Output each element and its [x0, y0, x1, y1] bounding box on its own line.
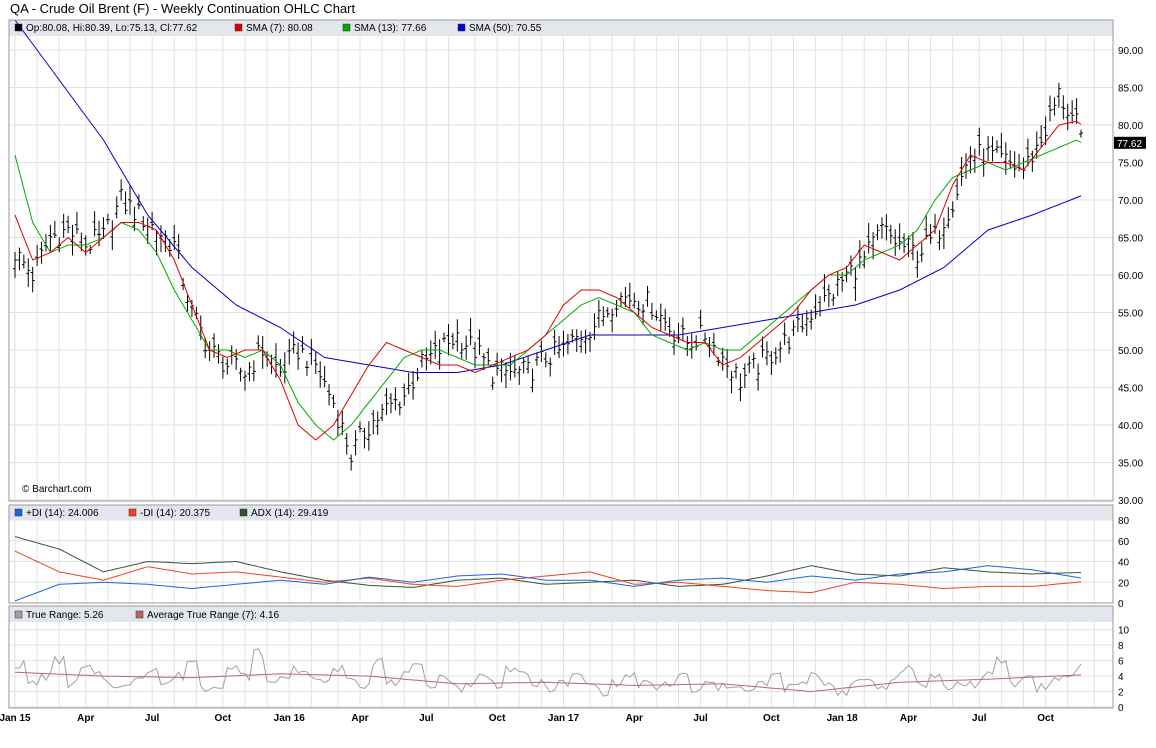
atr-y-tick-label: 0: [1118, 703, 1124, 714]
x-tick-label: Jul: [972, 713, 987, 724]
price-y-tick-label: 45.00: [1118, 384, 1143, 395]
price-y-tick-label: 55.00: [1118, 309, 1143, 320]
x-tick-label: Apr: [351, 713, 368, 724]
dmi-y-axis: 0 20 40 60 80: [1118, 516, 1130, 610]
price-y-tick-label: 30.00: [1118, 496, 1143, 507]
x-tick-label: Oct: [763, 713, 780, 724]
minus-di-line: [14, 550, 1082, 594]
true-range-line: [14, 648, 1082, 697]
dmi-y-tick-label: 20: [1118, 578, 1130, 589]
price-y-tick-label: 75.00: [1118, 159, 1143, 170]
x-tick-label: Apr: [626, 713, 643, 724]
legend-label: True Range: 5.26: [26, 610, 104, 621]
dmi-legend-bar: [9, 505, 1113, 520]
price-y-tick-label: 40.00: [1118, 421, 1143, 432]
atr-y-tick-label: 8: [1118, 641, 1124, 652]
price-grid: [9, 36, 1113, 501]
x-tick-label: Oct: [1037, 713, 1054, 724]
x-tick-label: Apr: [900, 713, 917, 724]
dmi-series-group: [14, 536, 1082, 602]
watermark: © Barchart.com: [22, 484, 92, 495]
legend-swatch: [234, 23, 243, 32]
dmi-grid: [9, 519, 1113, 604]
chart-title: QA - Crude Oil Brent (F) - Weekly Contin…: [10, 1, 356, 16]
atr-series-group: [14, 648, 1082, 697]
price-y-tick-label: 70.00: [1118, 196, 1143, 207]
atr-grid: [9, 622, 1113, 708]
avg-true-range-line: [14, 671, 1082, 693]
legend-swatch: [14, 23, 23, 32]
price-y-tick-label: 65.00: [1118, 234, 1143, 245]
atr-legend: True Range: 5.26 Average True Range (7): …: [14, 610, 280, 621]
atr-panel-frame: [8, 605, 1114, 709]
x-tick-label: Jul: [419, 713, 434, 724]
legend-swatch: [14, 610, 23, 619]
x-tick-label: Oct: [489, 713, 506, 724]
legend-label: -DI (14): 20.375: [140, 508, 210, 519]
adx-line: [14, 536, 1082, 588]
atr-legend-bar: [9, 606, 1113, 622]
dmi-legend: +DI (14): 24.006 -DI (14): 20.375 ADX (14)…: [14, 508, 329, 519]
dmi-panel-frame: [8, 504, 1114, 604]
legend-swatch: [342, 23, 351, 32]
atr-y-tick-label: 6: [1118, 657, 1124, 668]
legend-label: +DI (14): 24.006: [26, 508, 99, 519]
dmi-y-tick-label: 40: [1118, 558, 1130, 569]
atr-y-tick-label: 2: [1118, 688, 1124, 699]
atr-y-axis: 0 2 4 6 8 10: [1118, 626, 1130, 714]
last-price-badge: 77.62: [1114, 136, 1146, 150]
legend-label: Op:80.08, Hi:80.39, Lo:75.13, Cl:77.62: [26, 23, 198, 34]
legend-label: ADX (14): 29.419: [251, 508, 329, 519]
atr-y-tick-label: 10: [1118, 626, 1130, 637]
price-y-tick-label: 35.00: [1118, 459, 1143, 470]
plus-di-line: [14, 565, 1082, 602]
legend-swatch: [239, 508, 248, 517]
dmi-y-tick-label: 60: [1118, 537, 1130, 548]
atr-y-tick-label: 4: [1118, 672, 1124, 683]
price-y-tick-label: 85.00: [1118, 84, 1143, 95]
sma50-line: [14, 19, 1082, 373]
legend-label: SMA (7): 80.08: [246, 23, 313, 34]
price-legend-bar: [9, 20, 1113, 36]
last-price-badge-text: 77.62: [1117, 139, 1142, 150]
sma13-line: [14, 139, 1082, 441]
price-y-tick-label: 60.00: [1118, 271, 1143, 282]
x-tick-label: Jul: [693, 713, 708, 724]
price-panel-frame: [8, 19, 1114, 502]
x-tick-label: Jan 15: [0, 713, 31, 724]
x-tick-label: Oct: [215, 713, 232, 724]
legend-label: Average True Range (7): 4.16: [147, 610, 280, 621]
sma7-line: [14, 120, 1082, 441]
x-tick-label: Jul: [145, 713, 160, 724]
price-series-group: [13, 19, 1083, 471]
legend-label: SMA (13): 77.66: [354, 23, 427, 34]
legend-swatch: [14, 508, 23, 517]
dmi-y-tick-label: 0: [1118, 599, 1124, 610]
price-y-tick-label: 90.00: [1118, 46, 1143, 57]
legend-swatch: [457, 23, 466, 32]
x-tick-label: Jan 17: [548, 713, 580, 724]
price-y-axis: 30.00 35.00 40.00 45.00 50.00 55.00 60.00 65.00…: [1118, 46, 1143, 507]
dmi-y-tick-label: 80: [1118, 516, 1130, 527]
x-tick-label: Jan 16: [274, 713, 306, 724]
x-axis: Jan 15 Apr Jul Oct Jan 16 Apr Jul Oct Jan 17 Apr J…: [0, 713, 1055, 724]
price-y-tick-label: 80.00: [1118, 121, 1143, 132]
x-tick-label: Apr: [77, 713, 94, 724]
legend-label: SMA (50): 70.55: [469, 23, 542, 34]
price-y-tick-label: 50.00: [1118, 346, 1143, 357]
legend-swatch: [128, 508, 137, 517]
price-legend: Op:80.08, Hi:80.39, Lo:75.13, Cl:77.62 SM…: [14, 23, 542, 34]
x-tick-label: Jan 18: [827, 713, 859, 724]
last-price-badge-bg: [1114, 136, 1146, 149]
legend-swatch: [135, 610, 144, 619]
